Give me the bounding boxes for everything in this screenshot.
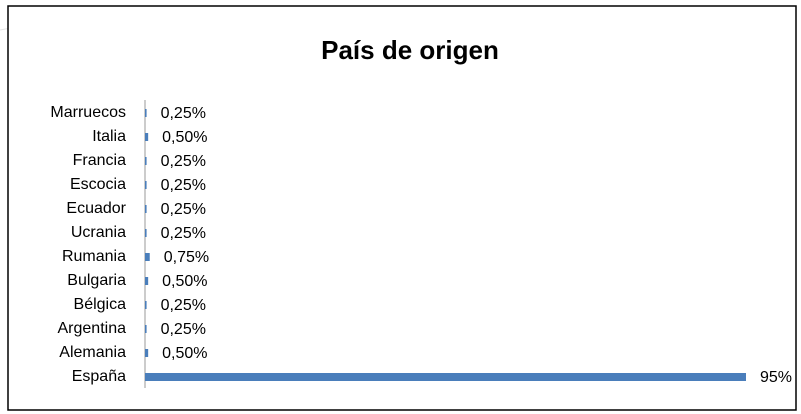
value-label: 0,25% xyxy=(161,177,206,194)
value-label: 0,50% xyxy=(162,273,207,290)
category-label: Argentina xyxy=(58,320,127,337)
value-label: 0,75% xyxy=(164,249,209,266)
value-label: 0,25% xyxy=(161,321,206,338)
value-label: 0,25% xyxy=(161,201,206,218)
bar xyxy=(145,157,147,165)
bar xyxy=(145,325,147,333)
category-label: Alemania xyxy=(59,344,126,361)
category-label: Ucrania xyxy=(71,224,126,241)
bar xyxy=(145,277,149,285)
bar xyxy=(145,205,147,213)
category-label: Bélgica xyxy=(74,296,127,313)
value-label: 0,50% xyxy=(162,129,207,146)
value-label: 0,25% xyxy=(161,105,206,122)
category-label: Bulgaria xyxy=(67,272,126,289)
bar xyxy=(145,349,149,357)
bar xyxy=(145,133,149,141)
bar xyxy=(145,229,147,237)
chart-frame xyxy=(7,5,797,411)
value-label: 0,25% xyxy=(161,297,206,314)
category-label: Rumania xyxy=(62,248,126,265)
category-label: España xyxy=(72,368,126,385)
value-label: 0,50% xyxy=(162,345,207,362)
category-label: Marruecos xyxy=(50,104,126,121)
category-label: Ecuador xyxy=(66,200,126,217)
bar xyxy=(145,373,746,381)
category-label: Francia xyxy=(73,152,126,169)
bar xyxy=(145,253,150,261)
value-label: 95% xyxy=(760,369,792,386)
category-label: Italia xyxy=(92,128,126,145)
value-label: 0,25% xyxy=(161,225,206,242)
bar xyxy=(145,301,147,309)
category-label: Escocia xyxy=(70,176,126,193)
bar xyxy=(145,181,147,189)
chart-title: País de origen xyxy=(321,35,499,65)
value-label: 0,25% xyxy=(161,153,206,170)
bar xyxy=(145,109,147,117)
